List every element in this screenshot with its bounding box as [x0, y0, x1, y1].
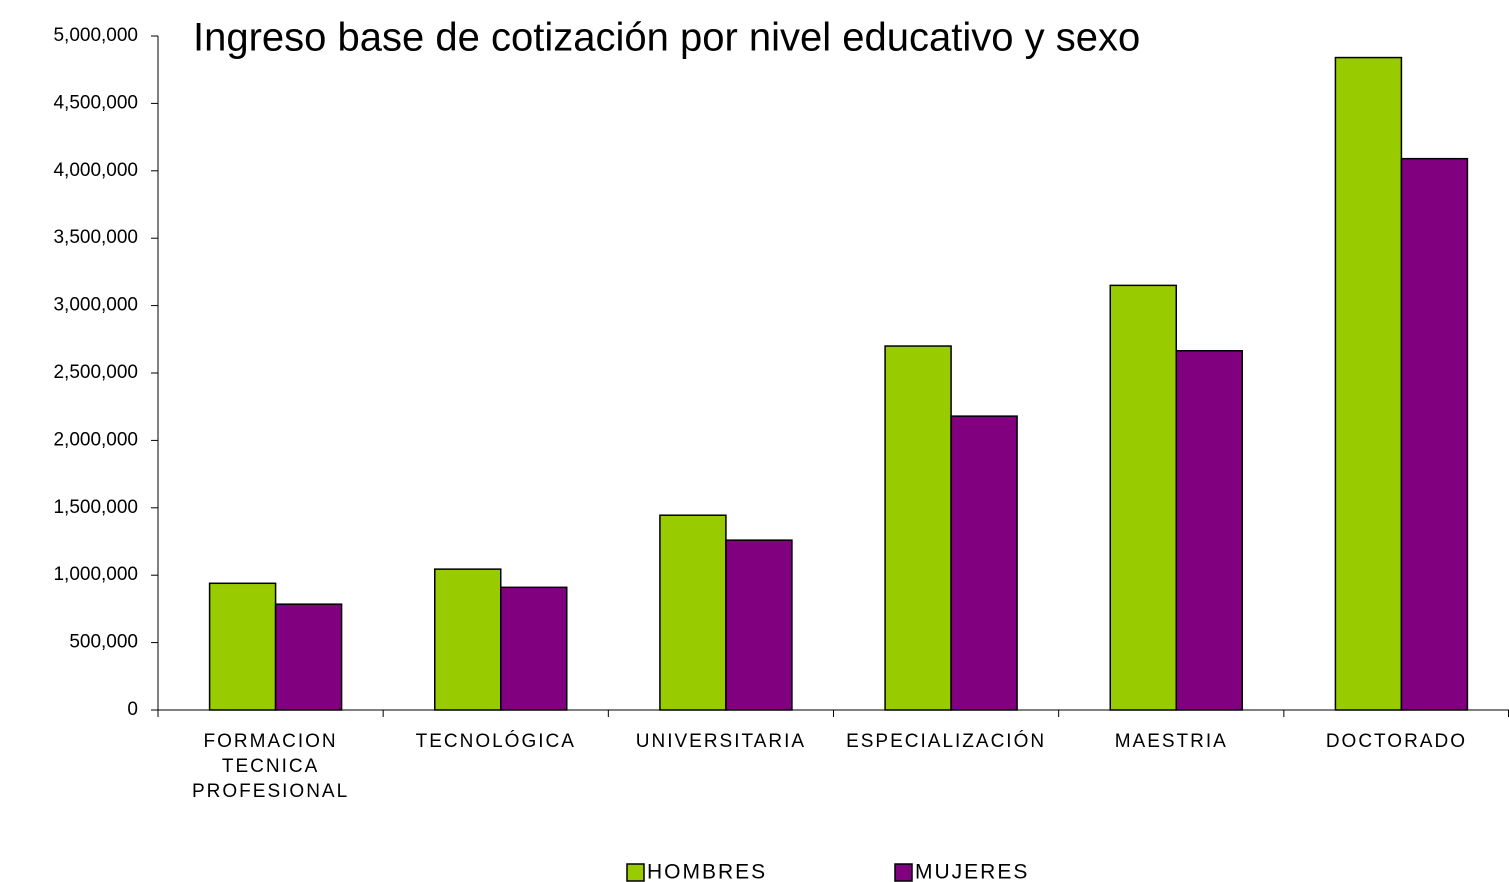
- x-tick-label: TECNOLÓGICA: [415, 731, 576, 752]
- x-tick-label: MAESTRIA: [1114, 731, 1228, 752]
- x-tick-label: ESPECIALIZACIÓN: [846, 731, 1047, 752]
- x-tick-label: DOCTORADO: [1325, 731, 1467, 752]
- legend-swatch: [894, 863, 913, 882]
- bar: [434, 568, 502, 711]
- y-tick-label: 0: [127, 699, 138, 720]
- y-tick-label: 1,000,000: [53, 564, 138, 585]
- legend-swatch: [626, 863, 645, 882]
- y-tick-label: 1,500,000: [53, 497, 138, 518]
- bar: [884, 345, 952, 711]
- y-tick-label: 500,000: [69, 632, 138, 653]
- bar: [725, 539, 793, 711]
- y-tick-label: 4,500,000: [53, 92, 138, 113]
- bar: [1109, 284, 1177, 711]
- y-tick-label: 4,000,000: [53, 160, 138, 181]
- chart-title: Ingreso base de cotización por nivel edu…: [193, 16, 1140, 60]
- y-tick-label: 3,000,000: [53, 295, 138, 316]
- bar: [500, 586, 568, 711]
- x-tick-label: UNIVERSITARIA: [635, 731, 807, 752]
- x-tick-label: FORMACION TECNICA PROFESIONAL: [192, 731, 350, 802]
- bar: [1175, 350, 1243, 711]
- y-tick-label: 2,000,000: [53, 429, 138, 450]
- y-tick-label: 2,500,000: [53, 362, 138, 383]
- bar: [659, 514, 727, 711]
- legend-label: HOMBRES: [647, 861, 767, 882]
- legend-label: MUJERES: [915, 861, 1029, 882]
- bar: [950, 415, 1018, 711]
- y-tick-label: 3,500,000: [53, 227, 138, 248]
- bar: [1334, 56, 1403, 711]
- y-tick-label: 5,000,000: [53, 25, 138, 46]
- bar: [274, 603, 343, 711]
- bar: [1400, 157, 1469, 711]
- bar: [208, 582, 277, 711]
